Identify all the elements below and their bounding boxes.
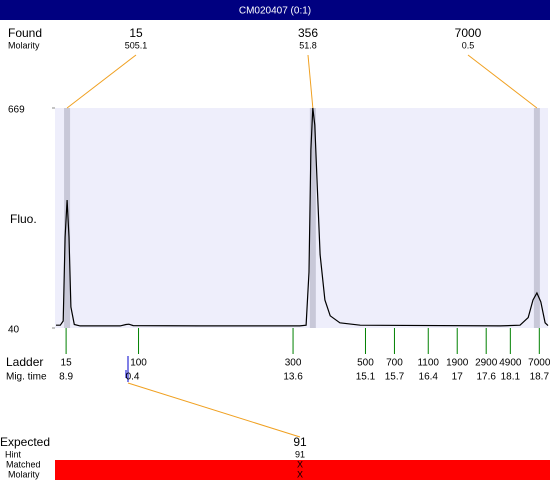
ladder-mig-time: 13.6 <box>283 372 303 383</box>
ladder-size: 15 <box>61 358 73 369</box>
found-size: 15 <box>129 26 143 40</box>
ladder-size: 100 <box>130 358 147 369</box>
peak-connector <box>467 54 538 109</box>
ladder-label: Ladder <box>6 355 43 369</box>
expected-molarity: X <box>297 469 303 479</box>
title-bar <box>0 0 550 20</box>
ladder-size: 700 <box>386 358 403 369</box>
found-label: Found <box>8 26 42 40</box>
ladder-mig-time: 16.4 <box>419 372 439 383</box>
expected-size: 91 <box>293 435 307 449</box>
expected-label: Expected <box>0 435 50 449</box>
ladder-mig-time: 8.9 <box>59 372 73 383</box>
ladder-mig-time: 18.7 <box>530 372 550 383</box>
plot-area <box>55 108 548 328</box>
ladder-size: 300 <box>285 358 302 369</box>
peak-band <box>64 108 71 328</box>
found-molarity: 0.5 <box>462 40 475 50</box>
peak-connector <box>66 54 137 109</box>
ladder-size: 7000 <box>528 358 550 369</box>
ladder-size: 2900 <box>475 358 498 369</box>
ladder-mig-time: 17 <box>452 372 464 383</box>
mig-time-label: Mig. time <box>6 372 47 383</box>
fluo-label: Fluo. <box>10 212 37 226</box>
hint-label: Hint <box>5 449 22 459</box>
molarity-bottom-label: Molarity <box>8 469 40 479</box>
matched-bar <box>55 460 550 480</box>
ladder-mig-time: 17.6 <box>476 372 496 383</box>
trace <box>56 107 549 327</box>
peak-band <box>309 108 316 328</box>
ladder-mig-time: 0.4 <box>126 372 140 383</box>
molarity-label: Molarity <box>8 40 40 50</box>
expected-matched: X <box>297 459 303 469</box>
peak-band <box>533 108 540 328</box>
ladder-size: 1900 <box>446 358 469 369</box>
y-tick-label: 40 <box>8 325 20 336</box>
ladder-size: 1100 <box>417 358 439 369</box>
ladder-mig-time: 15.1 <box>356 372 376 383</box>
expected-connector <box>127 382 301 438</box>
found-size: 356 <box>298 26 318 40</box>
found-size: 7000 <box>455 26 482 40</box>
found-molarity: 505.1 <box>125 40 148 50</box>
ladder-mig-time: 18.1 <box>501 372 521 383</box>
expected-hint: 91 <box>295 449 305 459</box>
ladder-size: 500 <box>357 358 374 369</box>
y-tick-label: 669 <box>8 105 25 116</box>
matched-label: Matched <box>6 459 41 469</box>
found-molarity: 51.8 <box>299 40 317 50</box>
title: CM020407 (0:1) <box>239 6 311 17</box>
peak-connector <box>307 54 314 109</box>
ladder-size: 4900 <box>499 358 522 369</box>
ladder-mig-time: 15.7 <box>385 372 405 383</box>
